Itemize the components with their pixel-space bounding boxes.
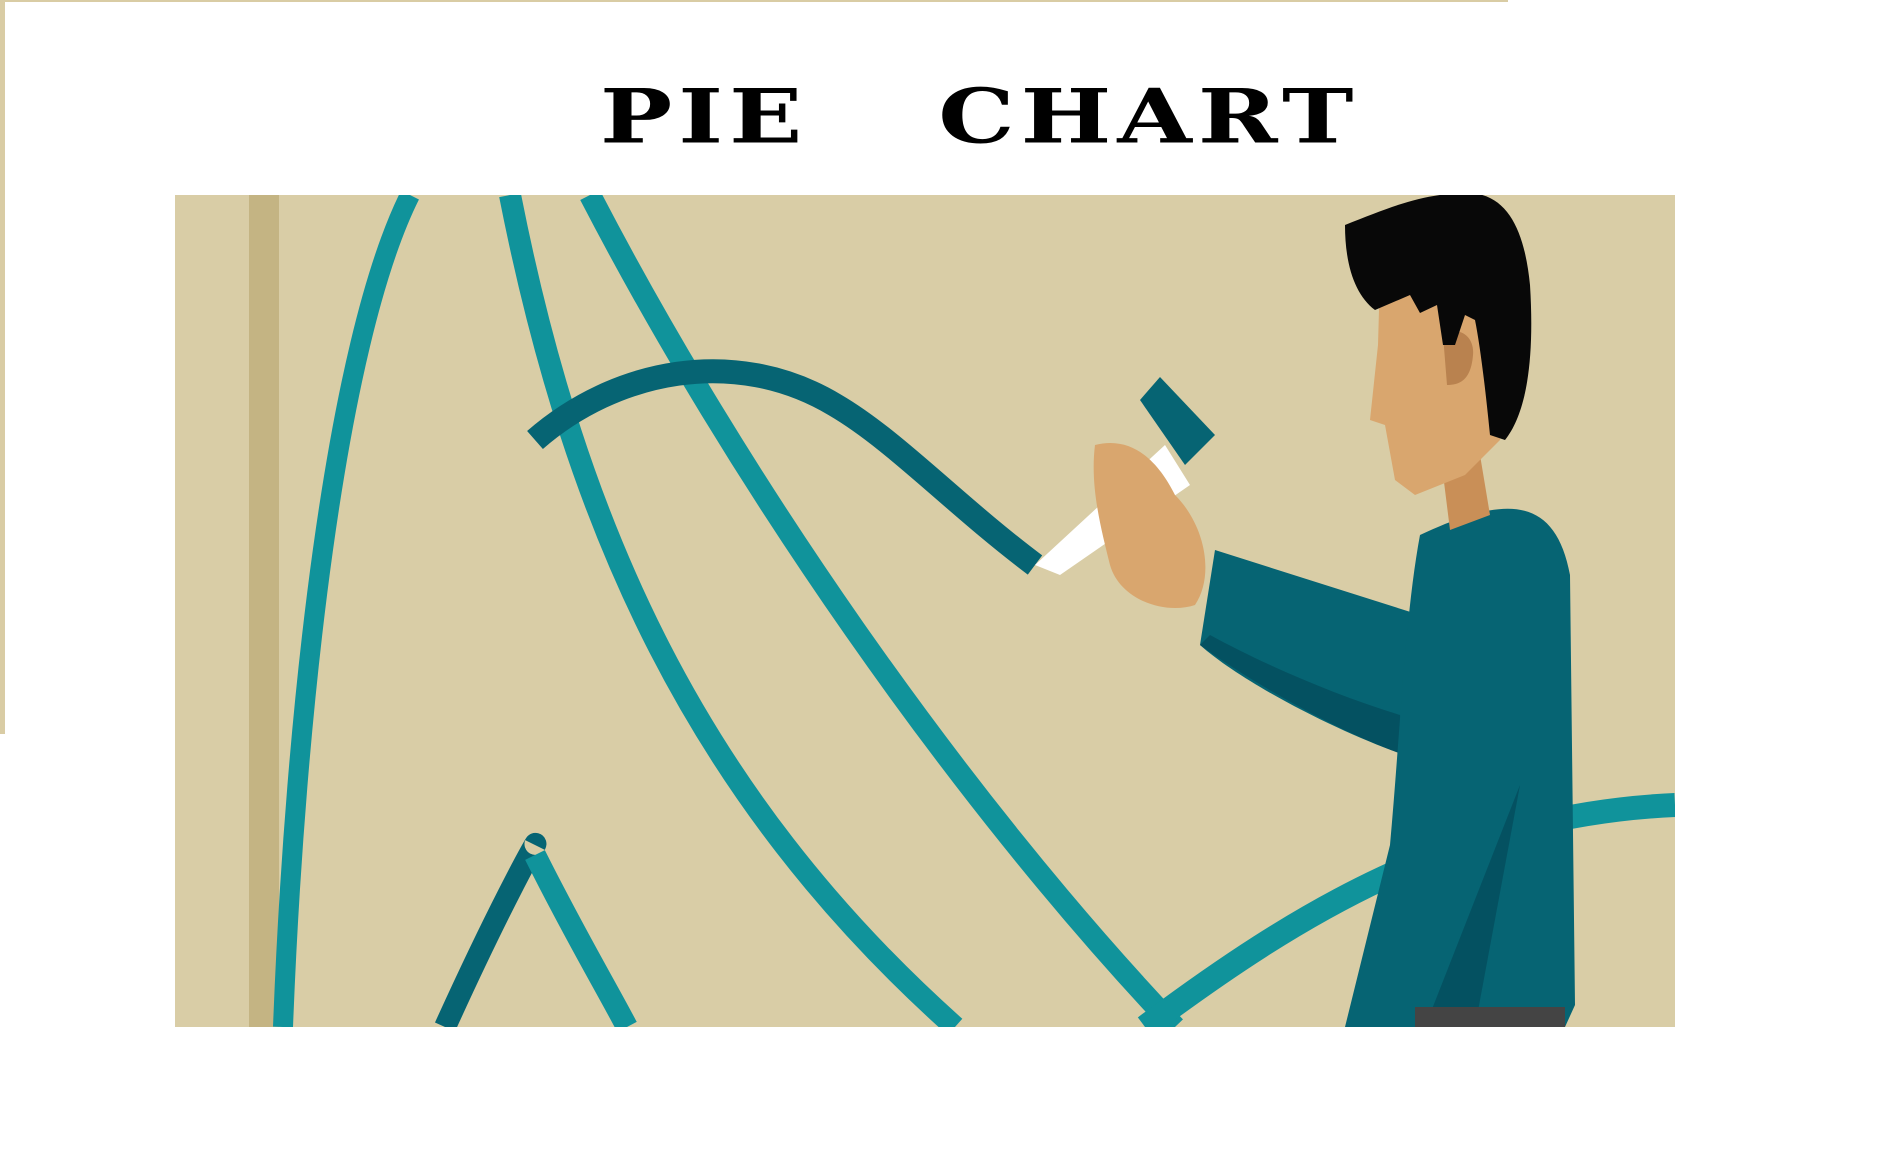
- curve-diagonal-2: [580, 195, 1183, 1027]
- title-word-pie: PIE: [600, 72, 809, 161]
- jacket-fold: [1425, 785, 1520, 1027]
- chalk-tip: [1140, 377, 1215, 465]
- trousers: [1415, 1007, 1565, 1027]
- illustration: [175, 195, 1675, 1027]
- top-strip: [0, 0, 1508, 2]
- curve-small-light: [525, 850, 637, 1027]
- title-word-chart: CHART: [938, 72, 1360, 161]
- hand: [1093, 443, 1206, 609]
- curve-left-arc: [273, 195, 419, 1027]
- face: [1370, 275, 1505, 495]
- curve-wave-dark: [527, 359, 1043, 575]
- hair: [1345, 195, 1532, 440]
- sleeve-shadow: [1200, 635, 1405, 755]
- curve-diagonal-1: [499, 195, 963, 1027]
- page-title: PIE CHART: [600, 62, 1360, 172]
- man-drawing-curves-icon: [175, 195, 1675, 1027]
- curve-small-dark: [434, 832, 547, 1027]
- left-strip: [0, 0, 5, 734]
- jacket: [1345, 508, 1575, 1027]
- panel-strip: [249, 195, 279, 1027]
